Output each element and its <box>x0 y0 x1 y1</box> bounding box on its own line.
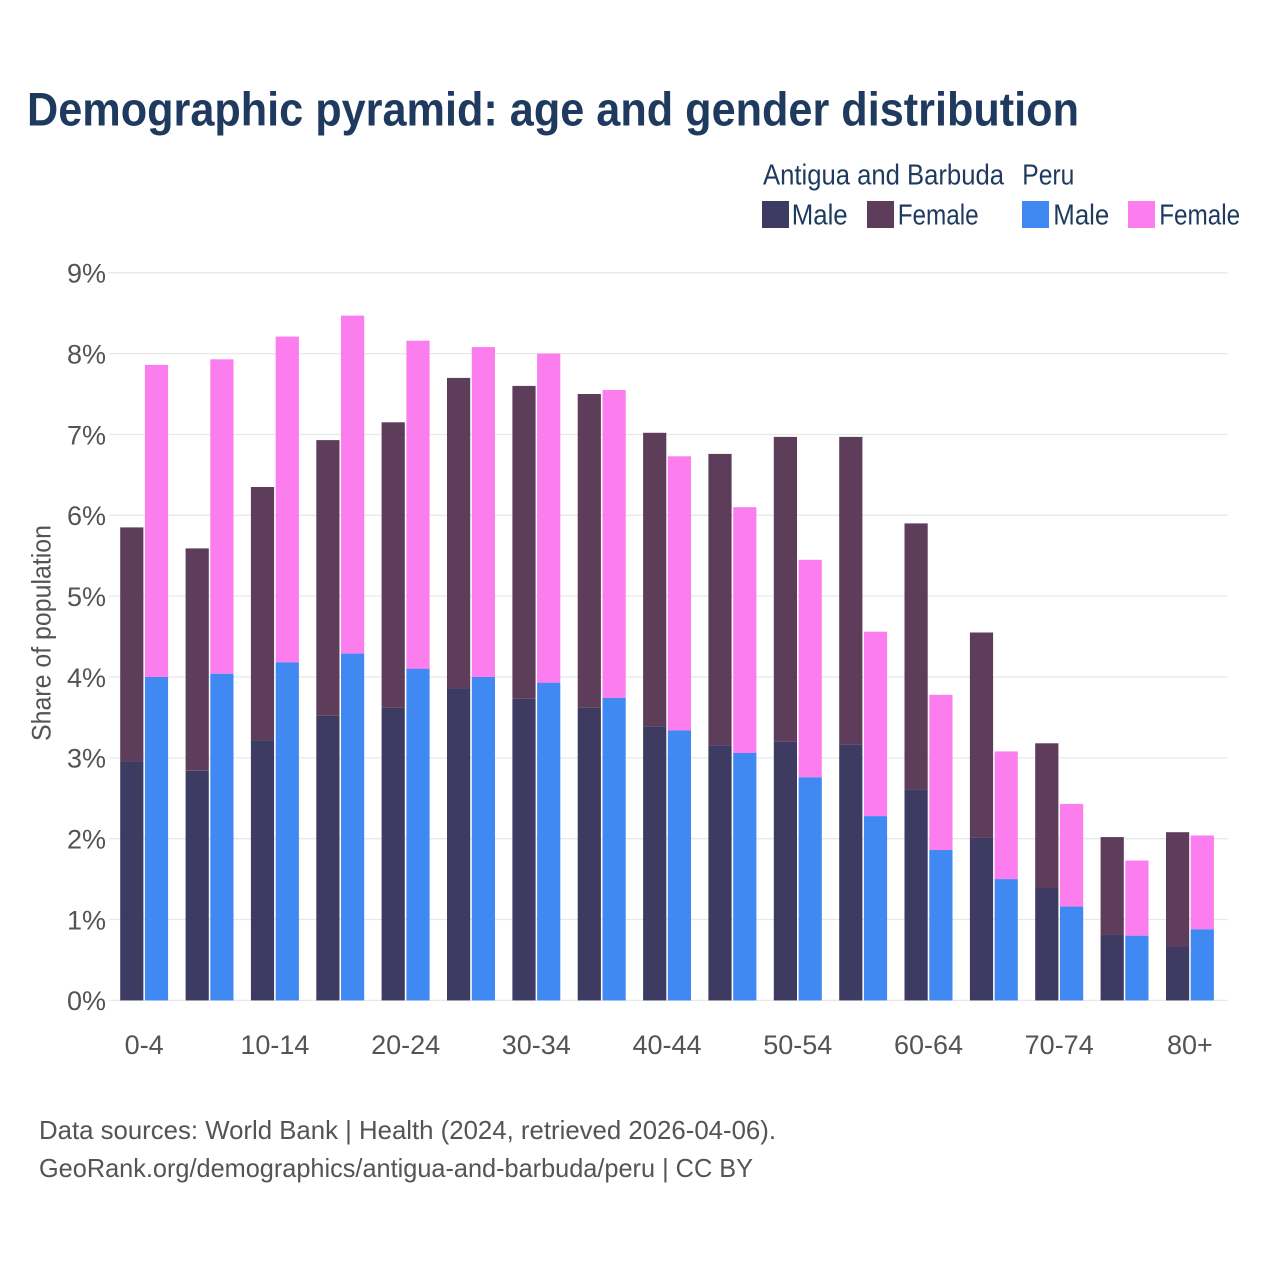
svg-text:7%: 7% <box>67 420 106 450</box>
svg-text:Female: Female <box>898 199 979 231</box>
svg-text:Share of population: Share of population <box>27 525 57 741</box>
svg-text:9%: 9% <box>67 259 106 289</box>
svg-text:8%: 8% <box>67 339 106 369</box>
svg-text:Male: Male <box>1053 199 1109 231</box>
svg-text:Demographic pyramid: age and g: Demographic pyramid: age and gender dist… <box>27 84 1079 137</box>
svg-text:0-4: 0-4 <box>125 1030 164 1060</box>
svg-text:4%: 4% <box>67 663 106 693</box>
svg-text:40-44: 40-44 <box>632 1030 701 1060</box>
svg-text:70-74: 70-74 <box>1025 1030 1094 1060</box>
svg-text:Antigua and Barbuda: Antigua and Barbuda <box>763 159 1004 191</box>
svg-text:5%: 5% <box>67 582 106 612</box>
svg-text:30-34: 30-34 <box>502 1030 571 1060</box>
svg-text:GeoRank.org/demographics/antig: GeoRank.org/demographics/antigua-and-bar… <box>39 1153 753 1183</box>
svg-text:2%: 2% <box>67 825 106 855</box>
svg-text:6%: 6% <box>67 501 106 531</box>
svg-text:20-24: 20-24 <box>371 1030 440 1060</box>
svg-text:50-54: 50-54 <box>763 1030 832 1060</box>
svg-text:Data sources: World Bank | Hea: Data sources: World Bank | Health (2024,… <box>39 1115 776 1145</box>
svg-text:Male: Male <box>792 199 848 231</box>
svg-text:Peru: Peru <box>1022 159 1074 191</box>
svg-text:60-64: 60-64 <box>894 1030 963 1060</box>
svg-text:Female: Female <box>1159 199 1240 231</box>
svg-text:10-14: 10-14 <box>240 1030 309 1060</box>
svg-text:0%: 0% <box>67 986 106 1016</box>
svg-text:80+: 80+ <box>1167 1030 1213 1060</box>
svg-text:3%: 3% <box>67 744 106 774</box>
svg-text:1%: 1% <box>67 905 106 935</box>
